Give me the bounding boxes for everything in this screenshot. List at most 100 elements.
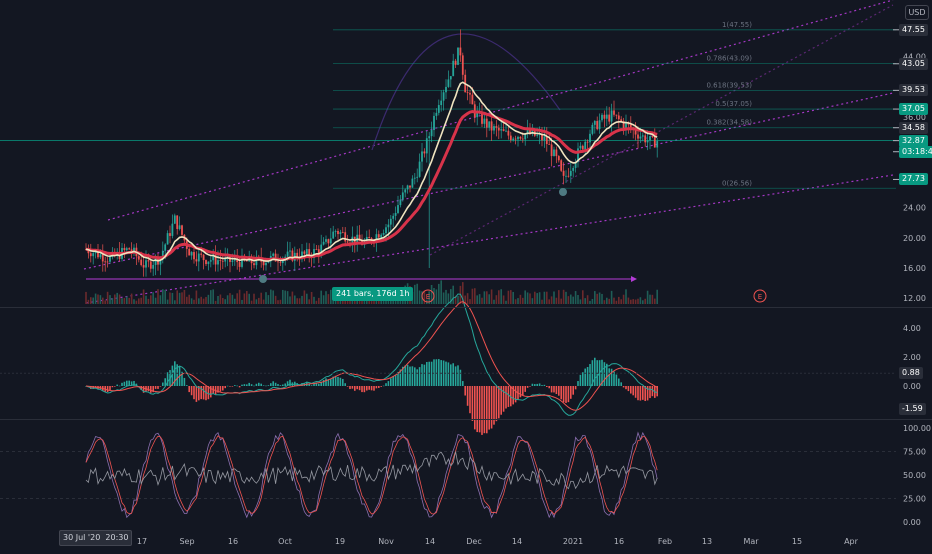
macd-hist-bar [447, 362, 450, 386]
macd-hist-bar [548, 386, 550, 389]
candle-body [625, 122, 627, 128]
macd-hist-bar [488, 386, 490, 430]
candle-body [368, 236, 371, 239]
candle-body [236, 258, 239, 263]
macd-hist-bar [589, 364, 591, 386]
candle-body [531, 129, 534, 134]
candle-body [375, 234, 378, 242]
candle-body [382, 233, 385, 235]
volume-bar [169, 292, 171, 304]
price-tag: 43.05 [899, 57, 928, 70]
volume-bar [349, 300, 351, 304]
pane-separator-macd[interactable] [0, 307, 932, 308]
macd-hist-bar [426, 362, 428, 386]
candle-body [521, 138, 524, 140]
price-tag: 37.05 [899, 103, 928, 116]
macd-hist-bar [462, 381, 464, 386]
macd-hist-bar [284, 383, 286, 386]
candle-body [128, 248, 131, 250]
pane-separator-stoch[interactable] [0, 419, 932, 420]
time-axis-label: 14 [425, 537, 435, 546]
volume-bar [514, 299, 517, 304]
volume-bar [255, 299, 258, 304]
macd-hist-bar [282, 384, 284, 386]
volume-bar [375, 298, 378, 304]
candle-body [490, 121, 493, 131]
currency-label[interactable]: USD [905, 5, 929, 20]
macd-hist-bar [133, 380, 135, 386]
candle-body [577, 148, 579, 163]
macd-hist-bar [366, 386, 368, 391]
stoch-axis-tick: 100.00 [903, 424, 931, 433]
candle-body [267, 261, 270, 263]
price-axis[interactable] [896, 0, 932, 530]
macd-hist-bar [164, 378, 166, 386]
candle-body [89, 253, 92, 257]
macd-hist-bar [332, 376, 334, 386]
macd-hist-bar [442, 360, 445, 386]
volume-bar [622, 294, 625, 304]
volume-bar [438, 283, 440, 304]
volume-bar [140, 297, 142, 304]
volume-bar [260, 292, 262, 304]
candle-body [265, 262, 267, 266]
time-axis[interactable] [0, 530, 932, 550]
volume-bar [606, 297, 608, 304]
volume-bar [656, 289, 658, 304]
candle-body [586, 141, 589, 143]
candle-body [149, 261, 152, 269]
macd-hist-bar [572, 386, 574, 395]
candle-body [176, 215, 179, 229]
macd-hist-bar [250, 384, 253, 386]
candle-body [154, 257, 157, 265]
volume-bar [308, 299, 310, 304]
candle-body [639, 136, 642, 139]
volume-bar [325, 291, 327, 304]
volume-bar [298, 298, 301, 304]
candle-body [589, 133, 591, 143]
volume-bar [200, 296, 202, 304]
macd-hist-bar [210, 386, 212, 398]
candle-body [171, 223, 174, 236]
macd-hist-bar [421, 364, 423, 386]
candle-body [313, 249, 315, 258]
time-axis-label: Oct [278, 537, 292, 546]
candle-body [255, 256, 258, 266]
candle-body [536, 134, 539, 136]
macd-hist-bar [603, 362, 606, 386]
volume-bar [198, 298, 200, 304]
stoch-axis-tick: 25.00 [903, 495, 926, 504]
volume-bar [452, 285, 454, 304]
macd-hist-bar [526, 386, 529, 388]
volume-bar [630, 299, 632, 304]
candle-body [497, 127, 500, 131]
macd-hist-bar [574, 386, 577, 390]
macd-hist-bar [570, 386, 572, 399]
macd-hist-bar [159, 386, 162, 387]
candle-body [92, 253, 95, 257]
candle-body [548, 144, 551, 145]
macd-hist-bar [536, 383, 538, 386]
price-axis-tick: 12.00 [903, 294, 926, 303]
volume-bar [481, 297, 483, 304]
volume-bar [654, 298, 656, 304]
candle-body [94, 251, 97, 254]
pivot-marker [559, 188, 567, 196]
price-tag: 47.55 [899, 23, 928, 36]
volume-bar [510, 290, 512, 304]
candle-body [488, 121, 491, 128]
candle-body [517, 136, 519, 140]
volume-bar [474, 288, 476, 304]
volume-bar [382, 298, 385, 304]
candle-body [617, 115, 620, 120]
candle-body [164, 244, 167, 251]
macd-hist-bar [318, 383, 320, 386]
candle-body [413, 177, 416, 179]
macd-hist-bar [190, 386, 193, 396]
volume-bar [591, 298, 594, 304]
macd-hist-bar [435, 359, 438, 386]
macd-hist-bar [320, 381, 322, 386]
volume-bar [224, 299, 226, 304]
